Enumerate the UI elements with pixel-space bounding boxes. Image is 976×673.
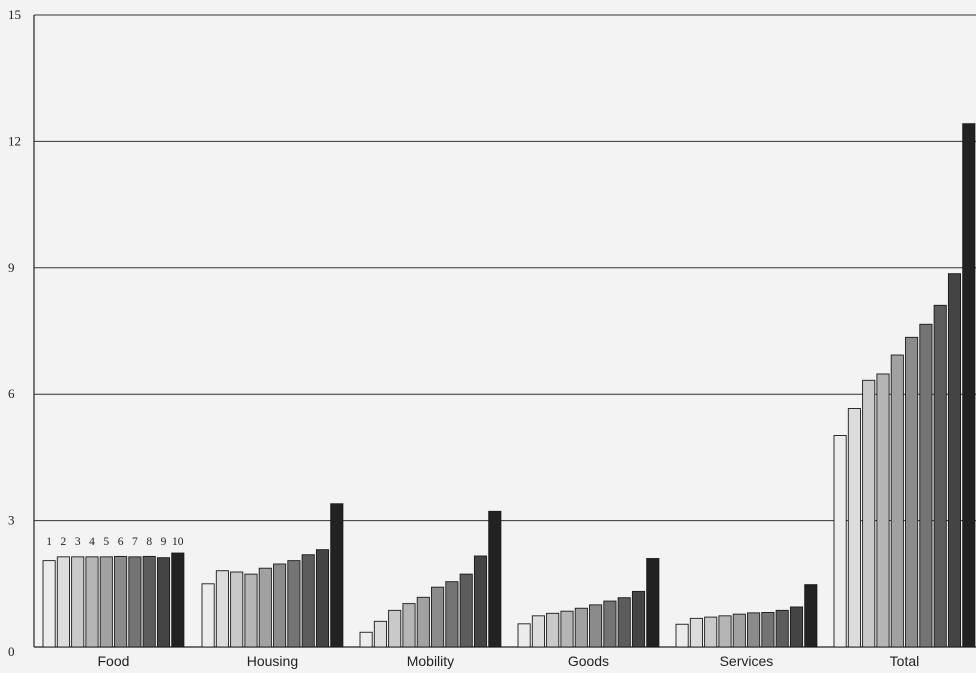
bar-total-1 [833, 435, 847, 648]
bar-housing-10 [330, 503, 344, 648]
bar-mobility-7 [445, 581, 459, 648]
y-tick-label: 6 [8, 386, 15, 401]
decile-label: 7 [132, 536, 138, 548]
x-category-label: Food [97, 653, 129, 669]
bar-services-9 [789, 606, 804, 648]
x-category-label: Total [890, 653, 920, 669]
grid-lines [34, 14, 976, 648]
bar-services-2 [689, 617, 703, 648]
bar-services-5 [732, 613, 746, 648]
bar-mobility-5 [416, 596, 430, 648]
bar-services-1 [675, 623, 689, 648]
y-axis: 0 3 6 9 12 15 [8, 7, 35, 659]
bar-services-7 [761, 612, 775, 648]
bars [42, 123, 976, 648]
bar-mobility-4 [402, 603, 416, 648]
decile-label: 8 [146, 536, 152, 548]
bar-mobility-8 [459, 573, 473, 648]
bar-food-5 [99, 556, 113, 648]
bar-food-8 [142, 555, 156, 648]
decile-label: 9 [161, 536, 167, 548]
bar-housing-4 [244, 573, 258, 648]
x-category-label: Goods [568, 653, 609, 669]
decile-label: 3 [75, 536, 81, 548]
bar-mobility-1 [359, 631, 373, 648]
bar-total-8 [933, 304, 947, 648]
bar-goods-2 [531, 615, 545, 648]
bar-goods-9 [631, 590, 646, 648]
bar-goods-3 [546, 612, 560, 648]
bar-mobility-10 [488, 510, 502, 648]
bar-food-1 [42, 560, 56, 648]
bar-housing-6 [273, 563, 287, 648]
bar-housing-9 [315, 549, 330, 648]
bar-mobility-3 [388, 609, 402, 648]
bar-goods-8 [617, 597, 631, 648]
x-category-label: Housing [247, 653, 298, 669]
decile-label: 5 [103, 536, 109, 548]
decile-label: 2 [61, 536, 67, 548]
bar-goods-4 [560, 610, 574, 648]
x-axis-labels: Food Housing Mobility Goods Services Total [97, 653, 919, 669]
y-tick-label: 9 [8, 260, 15, 275]
bar-services-6 [747, 612, 761, 648]
bar-food-9 [156, 557, 171, 648]
bar-food-4 [85, 556, 99, 648]
bar-total-9 [947, 273, 962, 648]
bar-goods-1 [517, 623, 531, 648]
bar-total-5 [890, 354, 904, 648]
bar-goods-6 [589, 604, 603, 648]
decile-labels: 1 2 3 4 5 6 7 8 9 10 [46, 536, 184, 548]
bar-goods-7 [603, 600, 617, 648]
bar-total-7 [919, 323, 933, 648]
y-tick-label: 15 [8, 7, 21, 22]
bar-food-7 [128, 556, 142, 648]
bar-housing-1 [201, 583, 215, 648]
x-category-label: Mobility [407, 653, 454, 669]
y-tick-label: 12 [8, 133, 21, 148]
bar-housing-5 [258, 567, 272, 648]
bar-food-6 [114, 555, 128, 648]
bar-total-6 [905, 336, 919, 648]
decile-label: 6 [118, 536, 124, 548]
decile-label: 1 [46, 536, 52, 548]
bar-services-3 [704, 616, 718, 648]
bar-services-8 [775, 609, 789, 648]
y-tick-label: 3 [8, 513, 15, 528]
bar-total-10 [962, 123, 976, 648]
bar-mobility-6 [431, 586, 445, 648]
decile-label: 4 [89, 536, 95, 548]
bar-services-10 [804, 584, 818, 648]
x-category-label: Services [720, 653, 774, 669]
bar-mobility-9 [473, 555, 488, 648]
bar-food-3 [71, 556, 85, 648]
bar-housing-7 [287, 560, 301, 648]
bar-goods-10 [646, 558, 660, 648]
bar-food-2 [56, 556, 70, 648]
bar-total-3 [862, 379, 876, 648]
bar-mobility-2 [373, 620, 387, 648]
bar-total-4 [876, 373, 890, 648]
bar-food-10 [171, 552, 185, 648]
decile-label: 10 [172, 536, 184, 548]
bar-housing-2 [215, 570, 229, 648]
bar-goods-5 [574, 607, 588, 648]
bar-total-2 [847, 408, 861, 648]
bar-housing-3 [230, 571, 244, 648]
y-tick-label: 0 [8, 644, 15, 659]
bar-services-4 [718, 615, 732, 648]
bar-housing-8 [301, 554, 315, 648]
